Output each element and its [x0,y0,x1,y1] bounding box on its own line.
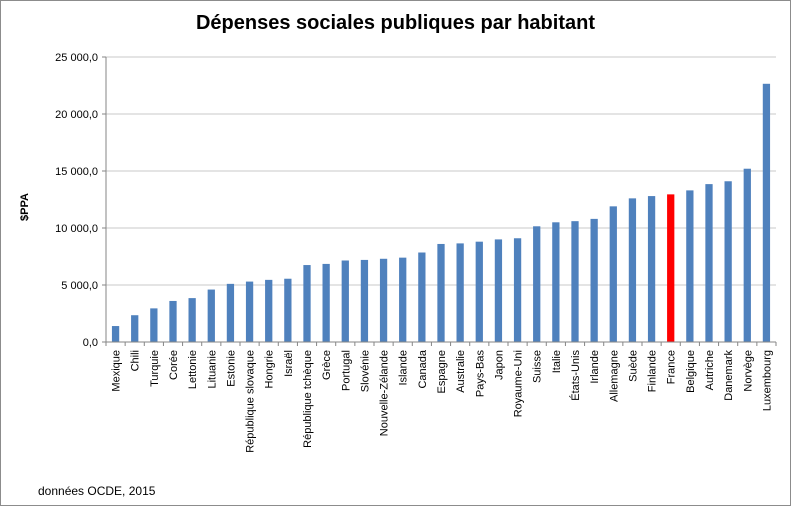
x-tick-label: France [666,350,678,384]
bar-nouvelle-zelande [379,258,388,342]
x-tick-label: Canada [417,349,429,388]
bar-italie [552,222,560,342]
data-source-note: données OCDE, 2015 [38,484,156,498]
bar-islande [399,257,407,342]
bar-hongrie [265,279,273,342]
bar-etats-unis [571,221,579,342]
x-tick-label: Danemark [723,350,735,401]
y-tick-label: 5 000,0 [61,280,98,292]
bar-belgique [686,190,694,342]
bar-suede [628,198,637,342]
x-tick-label: Pays-Bas [474,350,486,398]
x-tick-label: Portugal [340,350,352,391]
bar-grece [322,263,330,342]
bar-danemark [724,181,732,342]
x-tick-label: Israël [283,350,295,377]
bar-turquie [150,308,158,342]
chart-title: Dépenses sociales publiques par habitant [195,12,595,34]
x-tick-label: Norvège [742,350,754,392]
x-tick-label: République slovaque [245,350,257,453]
x-tick-label: Islande [398,350,410,385]
x-tick-label: Suisse [532,350,544,383]
y-tick-label: 20 000,0 [55,109,98,121]
x-tick-label: Italie [551,350,563,373]
bar-norvege [743,168,751,342]
x-tick-label: Corée [168,350,180,380]
bar-lituanie [207,289,215,342]
x-tick-label: Lituanie [206,350,218,389]
bar-allemagne [609,206,617,342]
x-tick-label: Belgique [685,350,697,393]
bar-portugal [341,260,349,342]
bar-irlande [590,218,598,342]
bar-australie [456,243,464,342]
bar-chili [131,315,139,342]
bar-finlande [647,196,656,342]
x-tick-label: Hongrie [264,350,276,389]
bar-israel [284,278,292,342]
x-tick-label: Finlande [647,350,659,392]
x-tick-label: Suède [627,350,639,382]
x-tick-label: Autriche [704,350,716,390]
x-tick-label: Mexique [111,350,123,392]
bar-republique-tcheque [303,265,311,342]
bar-royaume-uni [513,238,522,342]
bar-estonie [226,283,235,342]
bar-france [667,194,675,342]
x-tick-label: Allemagne [608,350,620,402]
bar-espagne [437,243,445,342]
y-tick-label: 10 000,0 [55,223,98,235]
bar-japon [494,239,503,342]
y-tick-label: 15 000,0 [55,166,98,178]
x-tick-label: République tchèque [302,350,314,448]
x-tick-label: Irlande [589,350,601,384]
bar-slovenie [360,259,369,342]
x-tick-label: États-Unis [569,350,582,401]
x-tick-label: Turquie [149,350,161,387]
x-tick-label: Grèce [321,350,333,380]
x-tick-label: Australie [455,350,467,393]
x-tick-label: Estonie [225,350,237,387]
bar-mexique [111,326,120,342]
x-tick-label: Nouvelle-Zélande [379,350,391,436]
bar-republique-slovaque [245,281,254,342]
bar-suisse [533,226,541,342]
x-tick-label: Slovénie [359,350,371,392]
x-tick-label: Luxembourg [761,350,773,411]
x-tick-label: Espagne [436,350,448,393]
bar-autriche [705,184,713,342]
bar-coree [169,300,177,342]
x-tick-label: Chili [130,350,142,371]
bar-pays-bas [475,241,483,342]
y-tick-label: 25 000,0 [55,52,98,64]
bar-lettonie [188,298,196,342]
y-tick-label: 0,0 [83,337,98,349]
x-tick-label: Japon [493,350,505,380]
x-tick-label: Royaume-Uni [513,350,525,417]
bar-luxembourg [762,83,771,342]
bar-canada [418,252,426,342]
x-tick-label: Lettonie [187,350,199,389]
